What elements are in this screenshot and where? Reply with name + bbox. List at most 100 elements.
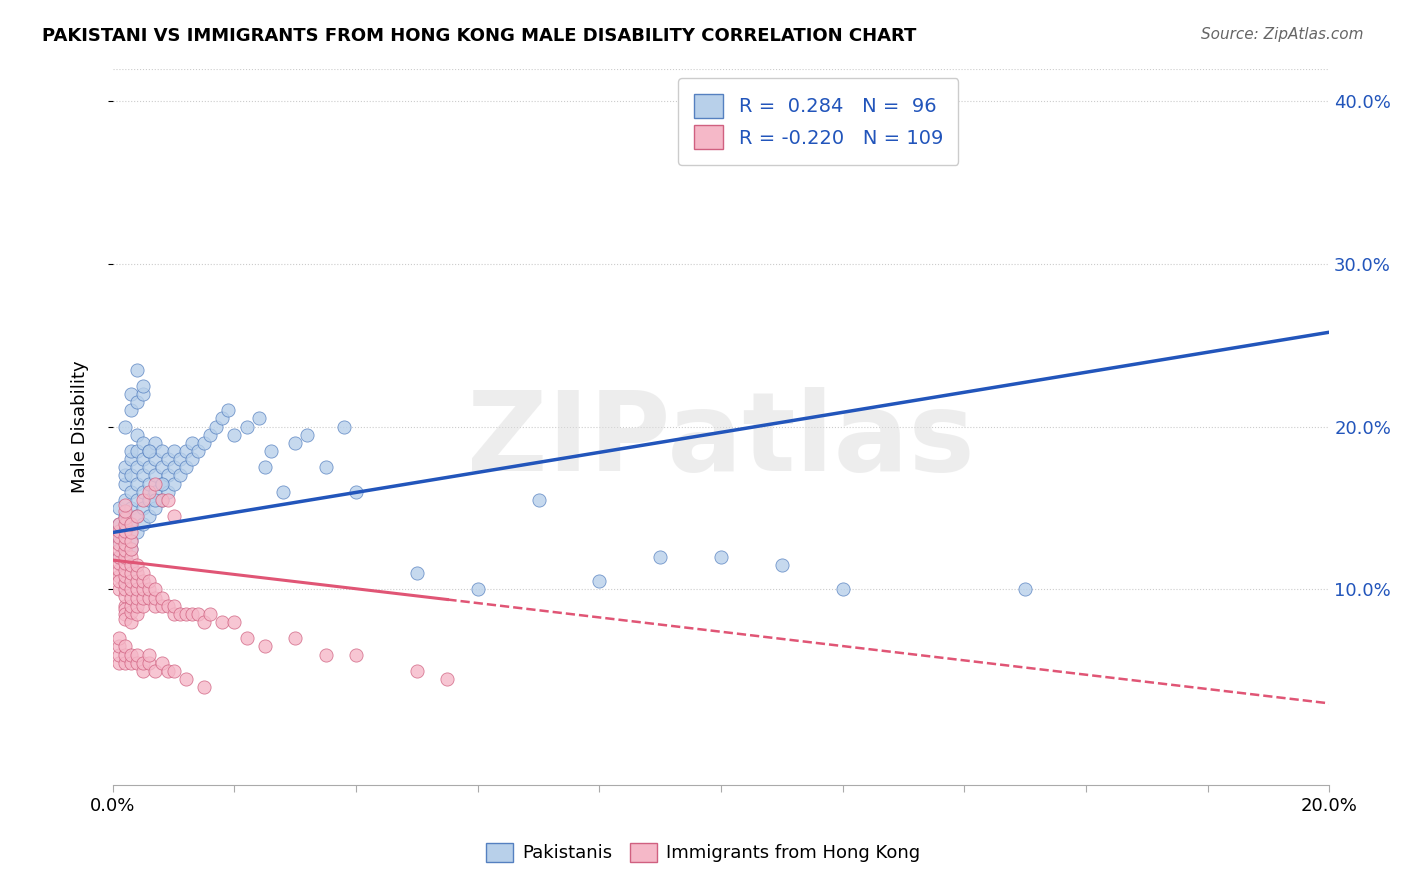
Point [271, 484, 294, 499]
Point [120, 605, 142, 619]
Point [127, 509, 149, 524]
Point [169, 607, 191, 621]
Point [132, 517, 155, 532]
Point [156, 599, 179, 613]
Point [156, 664, 179, 678]
Point [145, 468, 167, 483]
Point [145, 591, 167, 605]
Point [217, 403, 239, 417]
Point [150, 591, 173, 605]
Point [169, 468, 191, 483]
Point [831, 582, 853, 597]
Point [205, 419, 228, 434]
Point [406, 664, 429, 678]
Point [114, 599, 136, 613]
Point [127, 558, 149, 572]
Point [108, 574, 131, 589]
Point [114, 549, 136, 564]
Point [120, 517, 142, 532]
Point [132, 379, 155, 393]
Point [150, 492, 173, 507]
Point [114, 537, 136, 551]
Point [127, 444, 149, 458]
Legend: R =  0.284   N =  96, R = -0.220   N = 109: R = 0.284 N = 96, R = -0.220 N = 109 [678, 78, 959, 165]
Point [120, 541, 142, 556]
Point [138, 460, 160, 475]
Point [163, 607, 186, 621]
Point [120, 444, 142, 458]
Point [114, 582, 136, 597]
Point [108, 543, 131, 558]
Point [108, 533, 131, 548]
Point [114, 602, 136, 616]
Point [333, 419, 356, 434]
Point [406, 566, 429, 581]
Point [114, 492, 136, 507]
Point [120, 533, 142, 548]
Point [527, 492, 550, 507]
Point [138, 591, 160, 605]
Point [169, 452, 191, 467]
Point [132, 387, 155, 401]
Point [315, 648, 337, 662]
Point [132, 656, 155, 670]
Point [145, 452, 167, 467]
Point [150, 444, 173, 458]
Point [315, 460, 337, 475]
Point [114, 541, 136, 556]
Point [114, 524, 136, 538]
Point [650, 549, 672, 564]
Point [127, 656, 149, 670]
Point [114, 468, 136, 483]
Point [138, 444, 160, 458]
Point [132, 468, 155, 483]
Point [120, 484, 142, 499]
Point [163, 509, 186, 524]
Point [163, 664, 186, 678]
Point [224, 615, 246, 629]
Point [114, 510, 136, 524]
Point [145, 476, 167, 491]
Point [156, 468, 179, 483]
Point [138, 476, 160, 491]
Point [114, 563, 136, 577]
Point [114, 543, 136, 558]
Point [297, 427, 319, 442]
Point [120, 468, 142, 483]
Point [127, 525, 149, 540]
Point [114, 569, 136, 583]
Point [120, 403, 142, 417]
Point [132, 574, 155, 589]
Point [174, 672, 197, 686]
Point [114, 549, 136, 564]
Point [120, 533, 142, 548]
Point [132, 436, 155, 450]
Point [120, 541, 142, 556]
Point [108, 501, 131, 516]
Point [108, 549, 131, 564]
Point [163, 444, 186, 458]
Point [211, 615, 233, 629]
Point [127, 427, 149, 442]
Point [253, 460, 276, 475]
Point [180, 607, 202, 621]
Point [120, 525, 142, 540]
Point [127, 607, 149, 621]
Point [163, 476, 186, 491]
Point [127, 566, 149, 581]
Point [132, 452, 155, 467]
Point [127, 648, 149, 662]
Point [145, 484, 167, 499]
Point [163, 460, 186, 475]
Point [120, 501, 142, 516]
Point [150, 599, 173, 613]
Point [211, 411, 233, 425]
Point [114, 509, 136, 524]
Point [114, 589, 136, 603]
Point [120, 582, 142, 597]
Point [120, 566, 142, 581]
Point [198, 607, 221, 621]
Point [127, 574, 149, 589]
Point [114, 476, 136, 491]
Point [187, 444, 209, 458]
